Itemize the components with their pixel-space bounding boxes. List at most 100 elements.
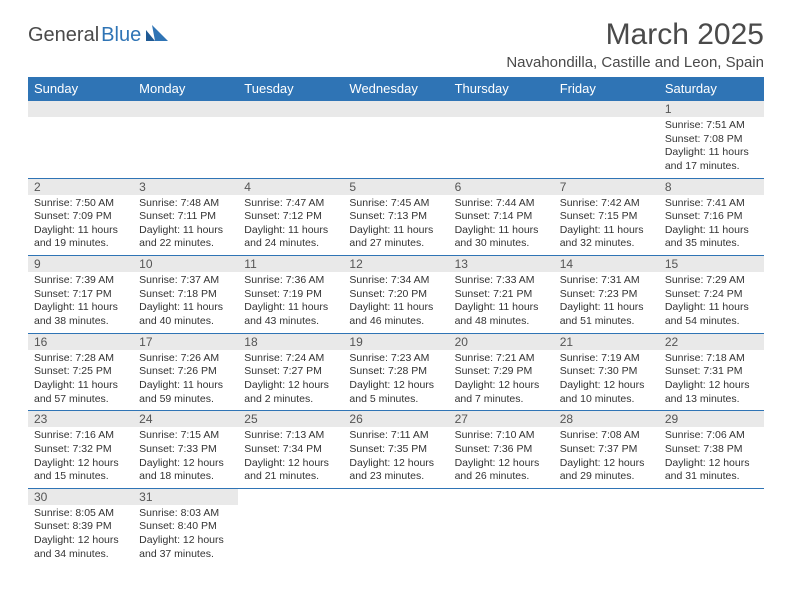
day-content-cell bbox=[449, 505, 554, 566]
sunrise-text: Sunrise: 7:15 AM bbox=[139, 429, 232, 443]
day-number-cell bbox=[554, 488, 659, 505]
header: General Blue March 2025 Navahondilla, Ca… bbox=[28, 18, 764, 71]
daylight-text: Daylight: 11 hours and 57 minutes. bbox=[34, 379, 127, 406]
daylight-text: Daylight: 11 hours and 48 minutes. bbox=[455, 301, 548, 328]
day-content-cell: Sunrise: 8:05 AMSunset: 8:39 PMDaylight:… bbox=[28, 505, 133, 566]
sunset-text: Sunset: 7:16 PM bbox=[665, 210, 758, 224]
daylight-text: Daylight: 11 hours and 43 minutes. bbox=[244, 301, 337, 328]
sunset-text: Sunset: 7:09 PM bbox=[34, 210, 127, 224]
day-content-cell: Sunrise: 7:42 AMSunset: 7:15 PMDaylight:… bbox=[554, 195, 659, 256]
sunrise-text: Sunrise: 7:47 AM bbox=[244, 197, 337, 211]
day-number-row: 1 bbox=[28, 101, 764, 118]
sunrise-text: Sunrise: 7:23 AM bbox=[349, 352, 442, 366]
day-number-cell bbox=[449, 101, 554, 118]
day-number-cell: 7 bbox=[554, 178, 659, 195]
logo-flag-icon bbox=[146, 25, 168, 46]
day-header: Thursday bbox=[449, 77, 554, 101]
day-content-cell: Sunrise: 7:15 AMSunset: 7:33 PMDaylight:… bbox=[133, 427, 238, 488]
day-number-cell bbox=[238, 101, 343, 118]
day-content-cell: Sunrise: 7:26 AMSunset: 7:26 PMDaylight:… bbox=[133, 350, 238, 411]
sunrise-text: Sunrise: 7:36 AM bbox=[244, 274, 337, 288]
sunrise-text: Sunrise: 7:31 AM bbox=[560, 274, 653, 288]
day-content-cell: Sunrise: 7:28 AMSunset: 7:25 PMDaylight:… bbox=[28, 350, 133, 411]
sunrise-text: Sunrise: 7:13 AM bbox=[244, 429, 337, 443]
daylight-text: Daylight: 12 hours and 34 minutes. bbox=[34, 534, 127, 561]
daylight-text: Daylight: 12 hours and 21 minutes. bbox=[244, 457, 337, 484]
daylight-text: Daylight: 12 hours and 7 minutes. bbox=[455, 379, 548, 406]
daylight-text: Daylight: 12 hours and 26 minutes. bbox=[455, 457, 548, 484]
sunrise-text: Sunrise: 8:03 AM bbox=[139, 507, 232, 521]
sunset-text: Sunset: 7:36 PM bbox=[455, 443, 548, 457]
sunset-text: Sunset: 7:18 PM bbox=[139, 288, 232, 302]
sunset-text: Sunset: 7:32 PM bbox=[34, 443, 127, 457]
sunset-text: Sunset: 7:25 PM bbox=[34, 365, 127, 379]
daylight-text: Daylight: 11 hours and 59 minutes. bbox=[139, 379, 232, 406]
sunset-text: Sunset: 7:17 PM bbox=[34, 288, 127, 302]
daylight-text: Daylight: 12 hours and 23 minutes. bbox=[349, 457, 442, 484]
daylight-text: Daylight: 11 hours and 40 minutes. bbox=[139, 301, 232, 328]
sunset-text: Sunset: 7:38 PM bbox=[665, 443, 758, 457]
sunset-text: Sunset: 7:33 PM bbox=[139, 443, 232, 457]
sunset-text: Sunset: 7:28 PM bbox=[349, 365, 442, 379]
day-number-row: 23242526272829 bbox=[28, 411, 764, 428]
daylight-text: Daylight: 11 hours and 30 minutes. bbox=[455, 224, 548, 251]
daylight-text: Daylight: 11 hours and 35 minutes. bbox=[665, 224, 758, 251]
daylight-text: Daylight: 11 hours and 17 minutes. bbox=[665, 146, 758, 173]
day-number-cell: 25 bbox=[238, 411, 343, 428]
sunset-text: Sunset: 8:39 PM bbox=[34, 520, 127, 534]
day-number-cell: 21 bbox=[554, 333, 659, 350]
day-content-cell: Sunrise: 7:13 AMSunset: 7:34 PMDaylight:… bbox=[238, 427, 343, 488]
logo: General Blue bbox=[28, 24, 168, 47]
day-number-cell: 12 bbox=[343, 256, 448, 273]
day-header: Friday bbox=[554, 77, 659, 101]
logo-text-blue: Blue bbox=[101, 24, 141, 47]
day-number-cell: 24 bbox=[133, 411, 238, 428]
sunrise-text: Sunrise: 7:08 AM bbox=[560, 429, 653, 443]
day-content-cell: Sunrise: 7:21 AMSunset: 7:29 PMDaylight:… bbox=[449, 350, 554, 411]
sunset-text: Sunset: 7:24 PM bbox=[665, 288, 758, 302]
day-number-cell: 17 bbox=[133, 333, 238, 350]
day-content-cell: Sunrise: 7:37 AMSunset: 7:18 PMDaylight:… bbox=[133, 272, 238, 333]
day-number-cell bbox=[28, 101, 133, 118]
daylight-text: Daylight: 12 hours and 29 minutes. bbox=[560, 457, 653, 484]
daylight-text: Daylight: 11 hours and 32 minutes. bbox=[560, 224, 653, 251]
day-content-row: Sunrise: 7:28 AMSunset: 7:25 PMDaylight:… bbox=[28, 350, 764, 411]
sunset-text: Sunset: 7:21 PM bbox=[455, 288, 548, 302]
day-number-cell: 22 bbox=[659, 333, 764, 350]
day-number-cell bbox=[659, 488, 764, 505]
sunset-text: Sunset: 7:27 PM bbox=[244, 365, 337, 379]
day-number-cell bbox=[238, 488, 343, 505]
day-number-cell: 18 bbox=[238, 333, 343, 350]
day-number-cell: 23 bbox=[28, 411, 133, 428]
day-number-row: 16171819202122 bbox=[28, 333, 764, 350]
day-content-cell: Sunrise: 7:50 AMSunset: 7:09 PMDaylight:… bbox=[28, 195, 133, 256]
day-number-cell bbox=[133, 101, 238, 118]
day-number-cell: 29 bbox=[659, 411, 764, 428]
day-number-cell: 27 bbox=[449, 411, 554, 428]
daylight-text: Daylight: 12 hours and 31 minutes. bbox=[665, 457, 758, 484]
day-content-cell: Sunrise: 7:19 AMSunset: 7:30 PMDaylight:… bbox=[554, 350, 659, 411]
day-content-cell bbox=[343, 505, 448, 566]
day-content-cell: Sunrise: 7:36 AMSunset: 7:19 PMDaylight:… bbox=[238, 272, 343, 333]
day-header: Saturday bbox=[659, 77, 764, 101]
sunrise-text: Sunrise: 7:34 AM bbox=[349, 274, 442, 288]
day-content-cell: Sunrise: 7:11 AMSunset: 7:35 PMDaylight:… bbox=[343, 427, 448, 488]
sunrise-text: Sunrise: 8:05 AM bbox=[34, 507, 127, 521]
daylight-text: Daylight: 12 hours and 10 minutes. bbox=[560, 379, 653, 406]
day-content-cell bbox=[659, 505, 764, 566]
daylight-text: Daylight: 12 hours and 15 minutes. bbox=[34, 457, 127, 484]
day-content-cell: Sunrise: 7:18 AMSunset: 7:31 PMDaylight:… bbox=[659, 350, 764, 411]
sunrise-text: Sunrise: 7:26 AM bbox=[139, 352, 232, 366]
day-content-cell: Sunrise: 7:34 AMSunset: 7:20 PMDaylight:… bbox=[343, 272, 448, 333]
sunrise-text: Sunrise: 7:11 AM bbox=[349, 429, 442, 443]
day-number-cell: 20 bbox=[449, 333, 554, 350]
sunrise-text: Sunrise: 7:21 AM bbox=[455, 352, 548, 366]
day-content-cell: Sunrise: 7:29 AMSunset: 7:24 PMDaylight:… bbox=[659, 272, 764, 333]
day-number-cell: 14 bbox=[554, 256, 659, 273]
day-number-cell: 16 bbox=[28, 333, 133, 350]
day-content-cell: Sunrise: 7:06 AMSunset: 7:38 PMDaylight:… bbox=[659, 427, 764, 488]
day-number-cell: 1 bbox=[659, 101, 764, 118]
sunrise-text: Sunrise: 7:24 AM bbox=[244, 352, 337, 366]
day-number-cell: 19 bbox=[343, 333, 448, 350]
day-content-cell: Sunrise: 8:03 AMSunset: 8:40 PMDaylight:… bbox=[133, 505, 238, 566]
